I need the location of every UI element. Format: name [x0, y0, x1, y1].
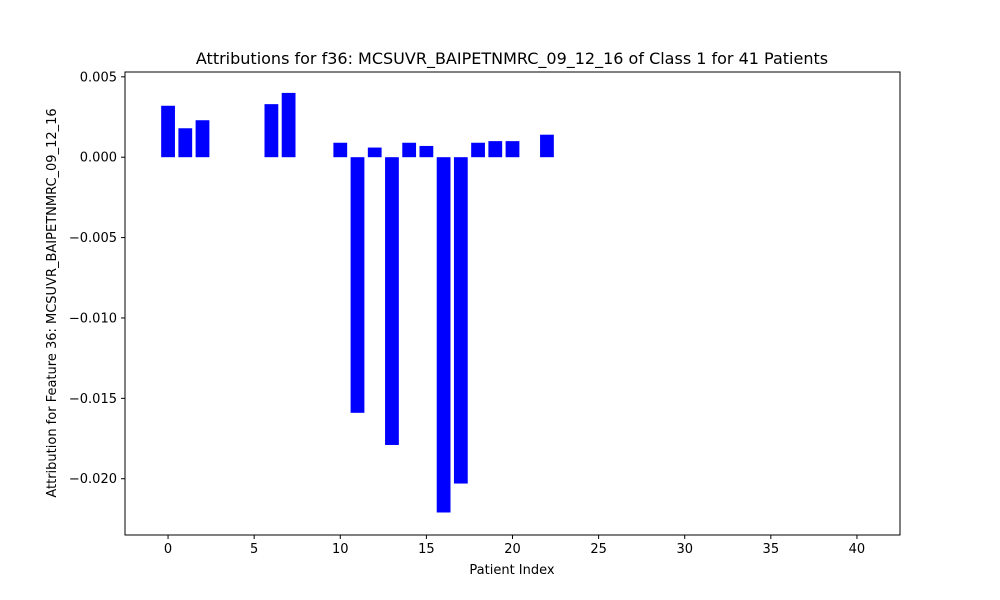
- bar-patient-1: [178, 128, 193, 158]
- x-axis-ticks: 0 5 10 15 20 25 30 35 40: [164, 535, 865, 557]
- x-tick-label: 40: [849, 542, 866, 557]
- bar-patient-6: [264, 104, 279, 158]
- bar-patient-15: [419, 145, 434, 158]
- x-tick-label: 25: [590, 542, 607, 557]
- x-tick-label: 5: [250, 542, 258, 557]
- y-tick-label: 0.000: [80, 151, 117, 166]
- y-tick-label: −0.010: [69, 311, 117, 326]
- chart-title: Attributions for f36: MCSUVR_BAIPETNMRC_…: [196, 49, 828, 69]
- x-tick-label: 15: [418, 542, 435, 557]
- x-tick-label: 20: [504, 542, 521, 557]
- y-tick-label: −0.005: [69, 231, 117, 246]
- y-axis-ticks: 0.005 0.000 −0.005 −0.010 −0.015 −0.020: [69, 70, 125, 487]
- bar-patient-12: [367, 147, 382, 158]
- bar-patient-14: [402, 142, 417, 158]
- x-tick-label: 0: [164, 542, 172, 557]
- bar-patient-18: [471, 142, 485, 158]
- x-tick-label: 10: [332, 542, 349, 557]
- bars-group: [161, 92, 554, 513]
- bar-patient-22: [540, 134, 554, 158]
- plot-frame: [124, 71, 901, 536]
- bar-patient-2: [195, 120, 210, 158]
- bar-patient-13: [385, 157, 399, 445]
- bar-patient-19: [488, 141, 503, 158]
- bar-patient-11: [350, 157, 365, 413]
- x-tick-label: 30: [676, 542, 693, 557]
- bar-patient-20: [505, 141, 520, 158]
- y-tick-label: −0.020: [69, 472, 117, 487]
- x-tick-label: 35: [763, 542, 780, 557]
- bar-patient-17: [453, 157, 468, 484]
- bar-patient-16: [436, 157, 451, 513]
- y-tick-label: −0.015: [69, 392, 117, 407]
- y-tick-label: 0.005: [80, 70, 117, 85]
- bar-patient-0: [161, 105, 175, 158]
- x-axis-label: Patient Index: [469, 563, 554, 578]
- bar-patient-10: [333, 142, 348, 158]
- y-axis-label: Attribution for Feature 36: MCSUVR_BAIPE…: [45, 108, 60, 497]
- bar-patient-7: [281, 92, 296, 158]
